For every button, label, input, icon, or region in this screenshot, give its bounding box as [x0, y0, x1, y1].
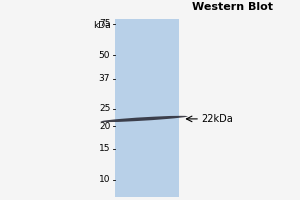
Text: 15: 15 — [99, 144, 110, 153]
Bar — [115, 19, 179, 197]
Text: Western Blot: Western Blot — [192, 2, 273, 12]
Text: 25: 25 — [99, 104, 110, 113]
Text: 50: 50 — [99, 51, 110, 60]
Text: 37: 37 — [99, 74, 110, 83]
Text: 75: 75 — [99, 19, 110, 28]
Text: 10: 10 — [99, 175, 110, 184]
Text: 22kDa: 22kDa — [202, 114, 233, 124]
Text: kDa: kDa — [93, 21, 110, 30]
Ellipse shape — [100, 116, 188, 122]
Text: 20: 20 — [99, 122, 110, 131]
